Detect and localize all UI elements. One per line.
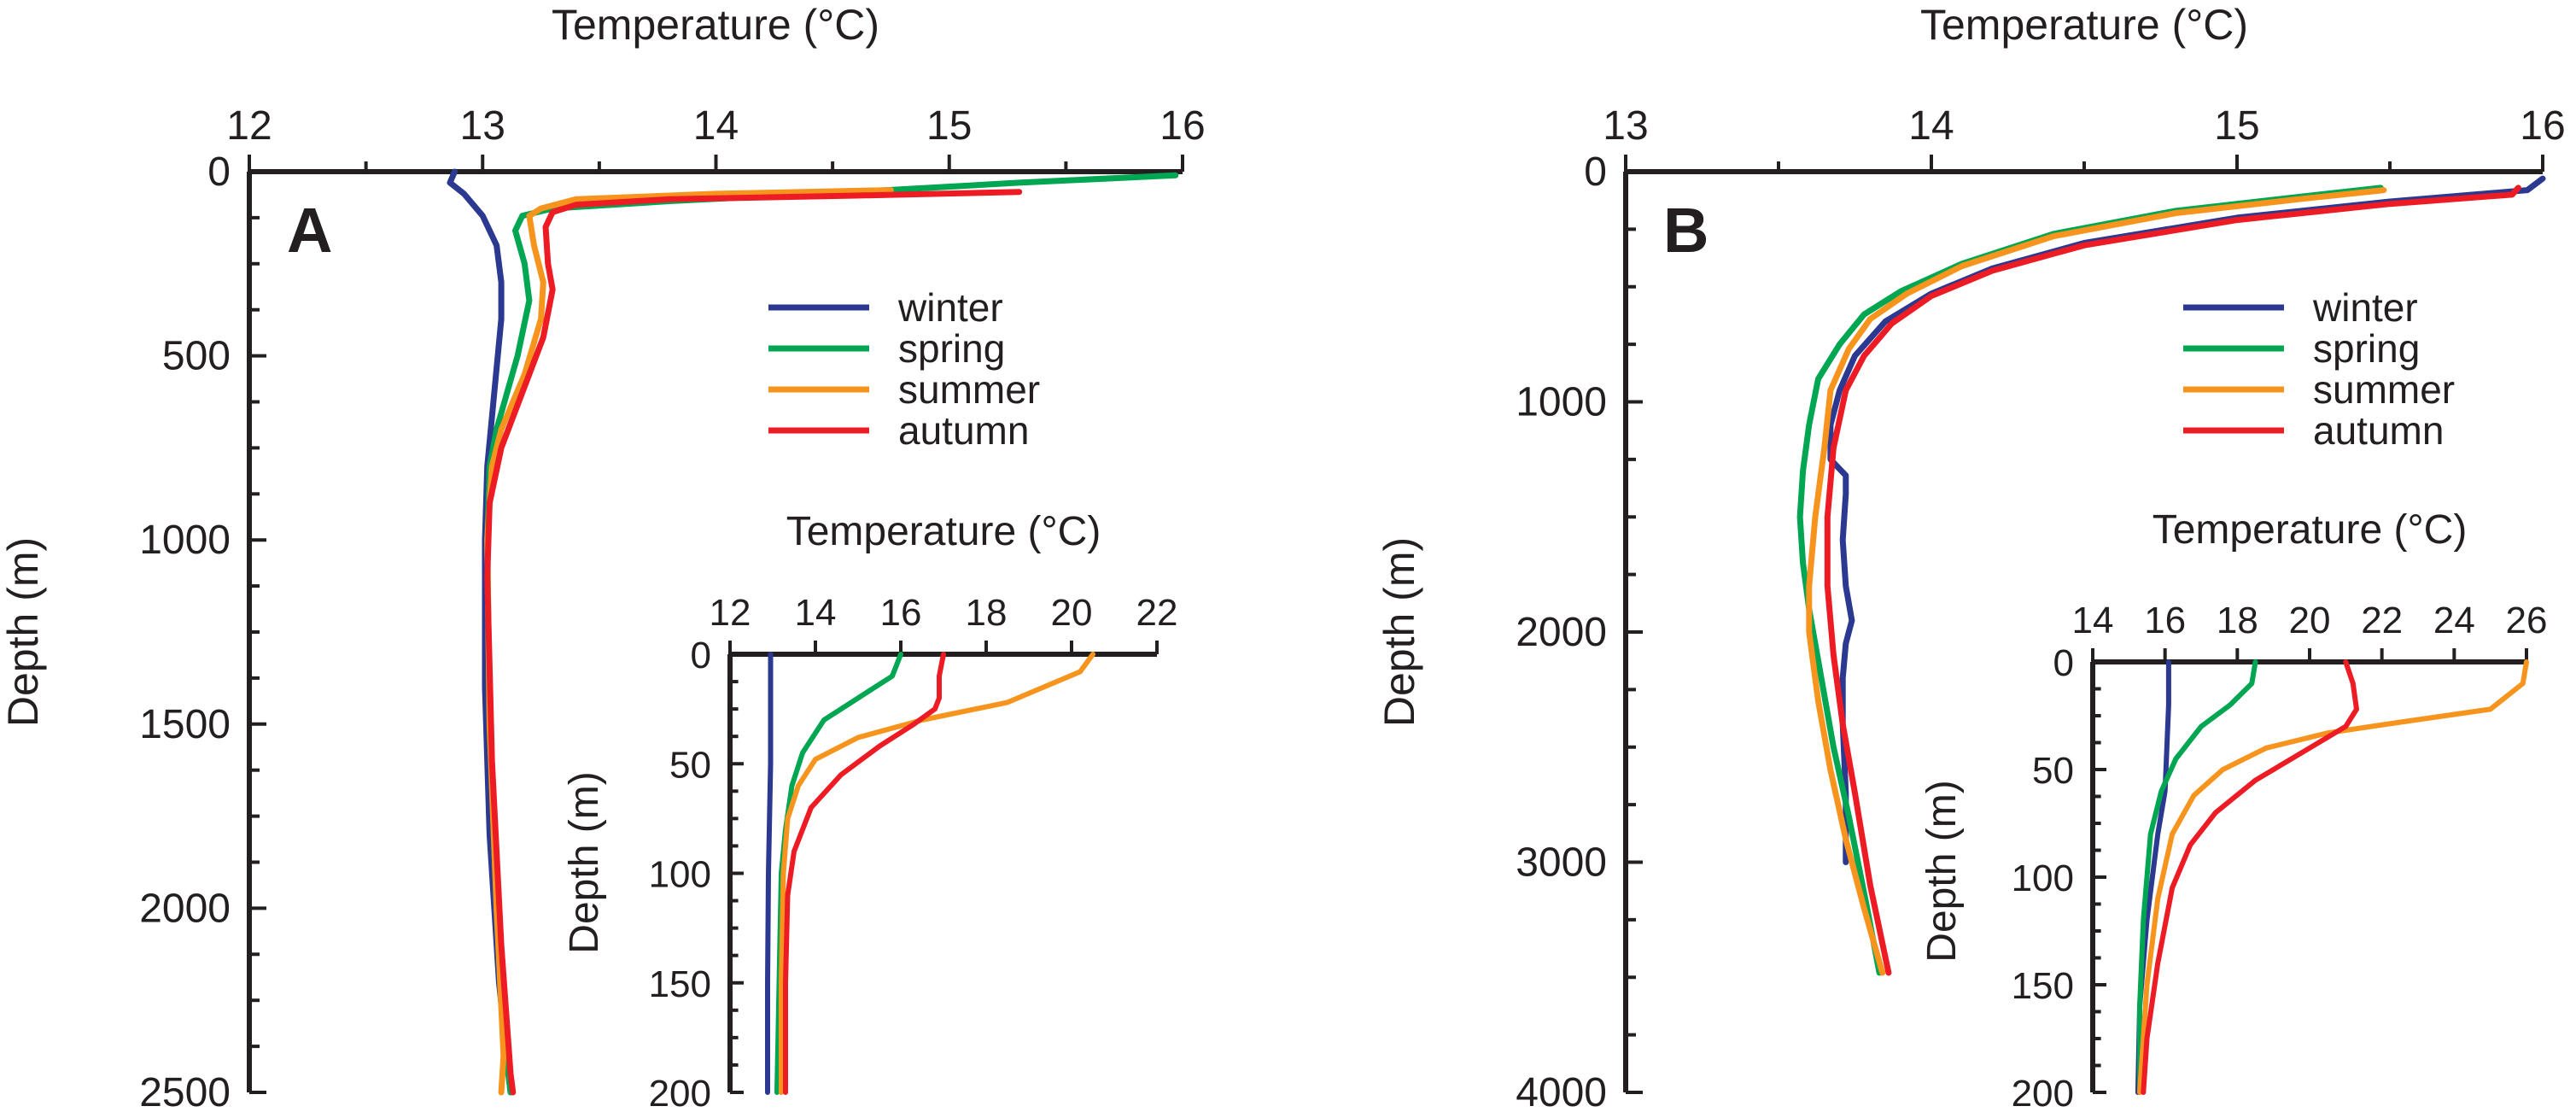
- a-inset-series-winter: [765, 652, 774, 1095]
- a-inset-x-axis-title: Temperature (°C): [786, 509, 1101, 554]
- a-main-x-tick-label: 15: [926, 103, 972, 149]
- b-inset-x-tick-label: 26: [2506, 600, 2548, 641]
- a-inset-background: [542, 513, 1183, 1101]
- b-inset-series-spring: [2137, 659, 2258, 1095]
- panel-a: 12 13 14 15 1605001000150020002500Temperatur…: [0, 1, 1206, 1115]
- a-main-x-axis-title: Temperature (°C): [552, 1, 879, 49]
- a-inset-y-tick-label: 100: [649, 854, 711, 896]
- b-main-x-tick-label: 15: [2214, 103, 2259, 149]
- b-inset-x-tick-label: 18: [2217, 600, 2258, 641]
- b-inset-series-autumn: [2141, 659, 2359, 1095]
- a-main-y-tick-label: 500: [162, 334, 231, 379]
- b-inset-y-tick-label: 0: [2053, 642, 2074, 684]
- a-inset-y-tick-label: 200: [649, 1073, 711, 1115]
- b-main-legend-label-autumn: autumn: [2313, 408, 2444, 453]
- b-inset-x-tick-label: 14: [2072, 600, 2114, 641]
- b-main-x-tick-label: 14: [1908, 103, 1954, 149]
- a-main-y-tick-label: 1000: [139, 518, 231, 563]
- a-main-x-tick-label: 14: [693, 103, 739, 149]
- a-main-y-tick-label: 2500: [139, 1070, 231, 1115]
- b-main-y-tick-label: 2000: [1516, 610, 1607, 655]
- b-main-x-tick-label: 16: [2520, 103, 2565, 149]
- a-main-x-tick-label: 12: [226, 103, 272, 149]
- b-main-series-autumn: [1824, 184, 2521, 976]
- a-inset-series-summer: [779, 652, 1095, 1095]
- a-inset-x-tick-label: 22: [1136, 592, 1178, 634]
- a-main-y-tick-label: 0: [207, 149, 231, 195]
- b-inset-x-tick-label: 16: [2144, 600, 2186, 641]
- a-main-legend-label-autumn: autumn: [898, 408, 1029, 453]
- b-inset-y-tick-label: 50: [2032, 750, 2074, 792]
- b-main-y-axis-title: Depth (m): [1376, 537, 1423, 727]
- a-inset-y-axis-title: Depth (m): [562, 771, 607, 953]
- b-main-y-tick-label: 0: [1584, 149, 1607, 195]
- a-inset-x-tick-label: 14: [795, 592, 837, 634]
- b-main-x-axis-title: Temperature (°C): [1920, 1, 2248, 49]
- b-inset-x-tick-label: 20: [2289, 600, 2331, 641]
- b-inset-series-summer: [2137, 659, 2529, 1095]
- b-main-y-tick-label: 3000: [1516, 840, 1607, 886]
- b-inset-y-tick-label: 100: [2012, 858, 2074, 899]
- a-inset-y-tick-label: 0: [691, 635, 711, 676]
- a-inset-y-tick-label: 150: [649, 963, 711, 1005]
- b-inset-y-tick-label: 150: [2012, 965, 2074, 1007]
- a-main-legend-label-spring: spring: [898, 326, 1005, 371]
- a-inset-x-tick-label: 20: [1051, 592, 1093, 634]
- b-inset-y-axis-title: Depth (m): [1919, 780, 1965, 962]
- a-inset-x-tick-label: 18: [966, 592, 1008, 634]
- a-inset-x-tick-label: 16: [880, 592, 922, 634]
- a-main-x-tick-label: 16: [1159, 103, 1205, 149]
- b-main-y-tick-label: 4000: [1516, 1070, 1607, 1115]
- b-inset-y-tick-label: 200: [2012, 1073, 2074, 1115]
- b-main-legend-label-winter: winter: [2312, 285, 2418, 330]
- a-main-y-tick-label: 2000: [139, 886, 231, 931]
- a-main-y-axis-title: Depth (m): [0, 537, 47, 727]
- b-main-legend-label-spring: spring: [2313, 326, 2420, 371]
- b-inset-background: [1905, 521, 2552, 1101]
- b-main-y-tick-label: 1000: [1516, 380, 1607, 425]
- b-main-panel-label: B: [1663, 195, 1709, 266]
- a-inset-y-tick-label: 50: [669, 744, 711, 786]
- a-main-x-tick-label: 13: [460, 103, 505, 149]
- b-main-legend-label-summer: summer: [2313, 367, 2455, 412]
- a-inset-series-autumn: [783, 652, 946, 1095]
- b-inset-x-tick-label: 24: [2433, 600, 2475, 641]
- b-inset-x-tick-label: 22: [2361, 600, 2403, 641]
- b-main-series-summer: [1806, 187, 2387, 976]
- a-main-y-tick-label: 1500: [139, 702, 231, 747]
- a-main-panel-label: A: [287, 195, 332, 266]
- a-inset-x-tick-label: 12: [710, 592, 751, 634]
- a-main-legend-label-summer: summer: [898, 367, 1040, 412]
- b-inset-x-axis-title: Temperature (°C): [2153, 507, 2468, 553]
- b-main-x-tick-label: 13: [1603, 103, 1648, 149]
- a-main-series-winter: [447, 168, 514, 1096]
- a-main-series-autumn: [484, 189, 1023, 1096]
- a-main-legend-label-winter: winter: [897, 285, 1003, 330]
